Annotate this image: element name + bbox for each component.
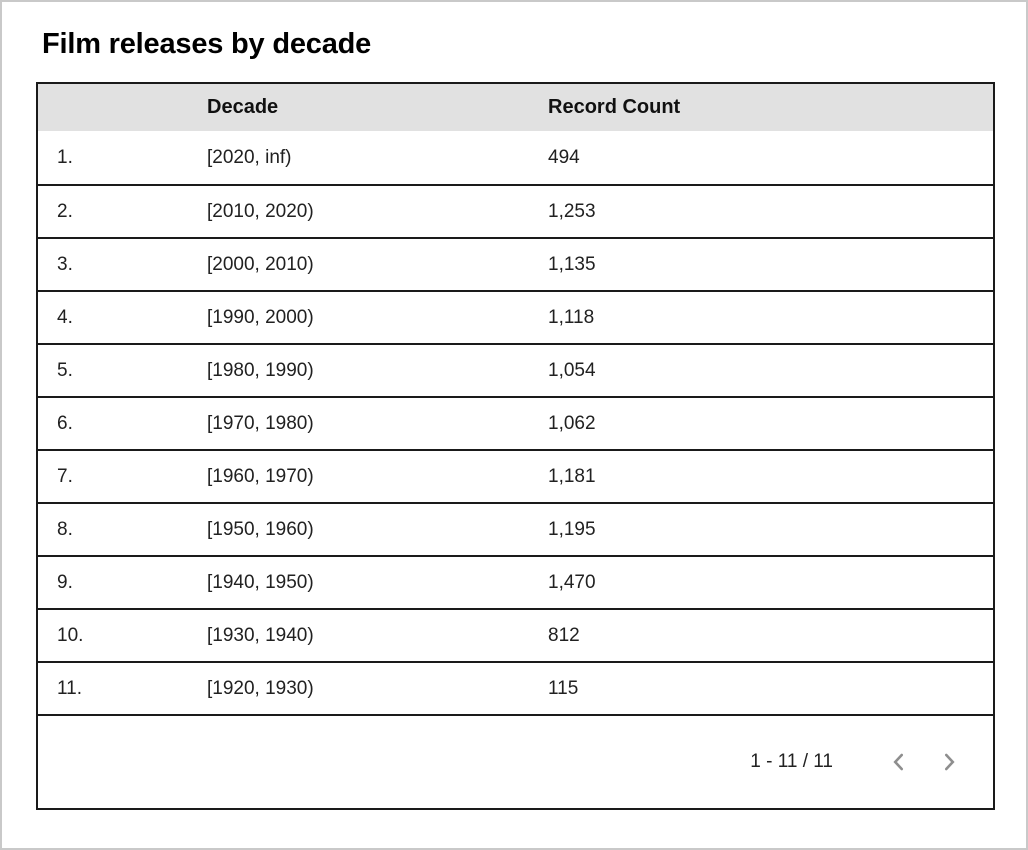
table-row: 1. [2020, inf) 494 xyxy=(38,131,993,184)
table-row: 7. [1960, 1970) 1,181 xyxy=(38,449,993,502)
table-row: 11. [1920, 1930) 115 xyxy=(38,661,993,714)
row-decade: [1970, 1980) xyxy=(207,412,314,434)
row-decade: [1940, 1950) xyxy=(207,571,314,593)
row-record-count: 1,054 xyxy=(548,359,596,381)
row-decade: [1960, 1970) xyxy=(207,465,314,487)
row-index: 7. xyxy=(57,465,73,487)
row-index: 9. xyxy=(57,571,73,593)
row-decade: [1980, 1990) xyxy=(207,359,314,381)
film-releases-table: Decade Record Count 1. [2020, inf) 494 2. [2… xyxy=(36,82,995,810)
row-decade: [1990, 2000) xyxy=(207,306,314,328)
row-decade: [1920, 1930) xyxy=(207,677,314,699)
row-index: 10. xyxy=(57,624,84,646)
table-row: 5. [1980, 1990) 1,054 xyxy=(38,343,993,396)
table-row: 10. [1930, 1940) 812 xyxy=(38,608,993,661)
chevron-right-icon xyxy=(936,749,962,775)
row-index: 5. xyxy=(57,359,73,381)
header-decade: Decade xyxy=(207,96,279,118)
row-record-count: 1,181 xyxy=(548,465,596,487)
table-row: 9. [1940, 1950) 1,470 xyxy=(38,555,993,608)
row-record-count: 1,118 xyxy=(548,306,595,328)
table-row: 4. [1990, 2000) 1,118 xyxy=(38,290,993,343)
row-record-count: 812 xyxy=(548,624,580,646)
row-decade: [1950, 1960) xyxy=(207,518,314,540)
row-decade: [2010, 2020) xyxy=(207,200,314,222)
row-index: 8. xyxy=(57,518,73,540)
row-index: 2. xyxy=(57,200,73,222)
header-record-count: Record Count xyxy=(548,96,681,118)
row-record-count: 1,470 xyxy=(548,571,596,593)
row-index: 4. xyxy=(57,306,73,328)
chevron-left-icon xyxy=(886,749,912,775)
table-header-row: Decade Record Count xyxy=(38,84,993,131)
row-record-count: 1,135 xyxy=(548,253,596,275)
row-index: 11. xyxy=(57,677,83,699)
row-record-count: 1,195 xyxy=(548,518,596,540)
row-record-count: 494 xyxy=(548,146,580,168)
table-row: 3. [2000, 2010) 1,135 xyxy=(38,237,993,290)
table-body: 1. [2020, inf) 494 2. [2010, 2020) 1,253 3. [20… xyxy=(38,131,993,714)
pagination-prev-button[interactable] xyxy=(881,744,917,780)
table-row: 8. [1950, 1960) 1,195 xyxy=(38,502,993,555)
table-row: 6. [1970, 1980) 1,062 xyxy=(38,396,993,449)
row-index: 1. xyxy=(57,146,73,168)
row-decade: [2020, inf) xyxy=(207,146,292,168)
page-title: Film releases by decade xyxy=(42,28,372,60)
row-index: 6. xyxy=(57,412,73,434)
row-record-count: 1,062 xyxy=(548,412,596,434)
row-record-count: 115 xyxy=(548,677,579,699)
row-decade: [1930, 1940) xyxy=(207,624,314,646)
table-footer: 1 - 11 / 11 xyxy=(38,714,993,808)
pagination-range-label: 1 - 11 / 11 xyxy=(750,751,833,772)
table-row: 2. [2010, 2020) 1,253 xyxy=(38,184,993,237)
row-record-count: 1,253 xyxy=(548,200,596,222)
pagination-next-button[interactable] xyxy=(931,744,967,780)
row-index: 3. xyxy=(57,253,73,275)
row-decade: [2000, 2010) xyxy=(207,253,314,275)
